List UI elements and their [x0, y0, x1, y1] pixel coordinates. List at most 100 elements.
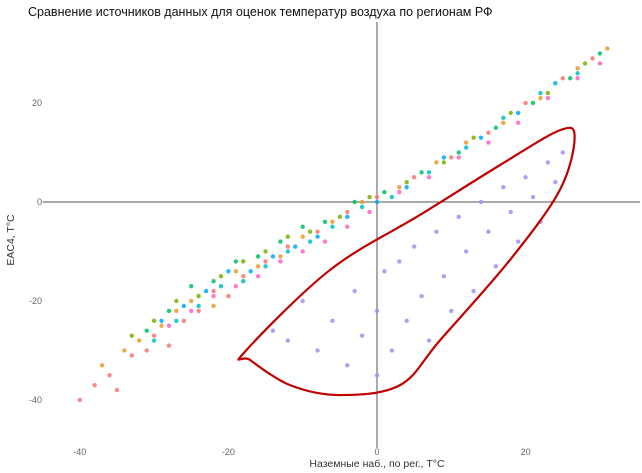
data-point — [174, 308, 179, 314]
data-point — [560, 76, 565, 81]
data-point — [166, 343, 172, 348]
y-axis-label: EAC4, T°C — [5, 214, 17, 266]
data-point — [181, 318, 187, 323]
data-point — [270, 328, 276, 333]
data-point — [196, 303, 201, 309]
data-point — [575, 71, 580, 76]
tick-labels: -40 -20 0 20 20 0 -20 -40 — [29, 98, 531, 457]
highlight-outline — [237, 126, 576, 397]
data-point — [434, 229, 439, 234]
data-point — [129, 333, 135, 338]
data-point — [330, 224, 335, 229]
data-point — [575, 66, 580, 71]
data-point — [553, 81, 558, 86]
data-point — [211, 293, 216, 299]
data-point — [382, 189, 387, 195]
data-point — [218, 283, 224, 289]
data-point — [597, 61, 603, 66]
data-point — [322, 239, 328, 244]
data-point — [300, 234, 305, 239]
data-point — [471, 288, 476, 294]
data-point — [560, 150, 565, 155]
data-point — [367, 209, 372, 215]
data-point — [545, 90, 551, 96]
data-point — [515, 110, 521, 116]
data-point — [278, 239, 283, 244]
data-point — [374, 373, 380, 378]
data-point — [189, 298, 194, 304]
data-point — [226, 293, 231, 299]
data-point — [478, 135, 484, 140]
data-point — [196, 308, 201, 314]
data-point — [189, 283, 194, 289]
data-point — [270, 254, 276, 259]
data-point — [389, 194, 395, 200]
data-point — [211, 279, 216, 284]
data-point — [300, 249, 305, 254]
data-point — [530, 100, 536, 106]
data-point — [456, 150, 461, 155]
data-point — [159, 323, 164, 328]
data-point — [330, 318, 335, 323]
data-point — [337, 214, 343, 220]
data-point — [345, 209, 350, 215]
data-point — [374, 199, 380, 205]
data-point — [352, 288, 357, 294]
data-point — [255, 254, 261, 259]
data-point — [397, 184, 402, 190]
points-layer — [77, 46, 610, 403]
data-point — [463, 145, 469, 150]
data-point — [449, 155, 454, 160]
data-point — [456, 155, 461, 160]
data-point — [196, 293, 201, 299]
chart-title: Сравнение источников данных для оценок т… — [28, 5, 493, 19]
data-point — [293, 244, 298, 249]
data-point — [241, 274, 246, 279]
data-point — [426, 170, 432, 175]
data-point — [471, 135, 476, 140]
data-point — [374, 308, 380, 314]
data-point — [203, 288, 209, 294]
data-point — [567, 76, 573, 81]
data-point — [359, 199, 365, 205]
data-point — [151, 338, 157, 343]
data-point — [545, 95, 551, 101]
data-point — [582, 61, 588, 66]
data-point — [486, 229, 491, 234]
data-point — [285, 244, 291, 249]
data-point — [122, 348, 127, 353]
data-point — [493, 125, 499, 130]
data-point — [404, 180, 409, 185]
data-point — [545, 160, 551, 165]
data-point — [359, 204, 365, 210]
data-point — [441, 160, 447, 165]
data-point — [374, 194, 380, 200]
data-point — [456, 214, 461, 220]
data-point — [255, 274, 261, 279]
data-point — [404, 318, 409, 323]
data-point — [285, 338, 291, 343]
data-point — [189, 308, 194, 314]
data-point — [426, 338, 432, 343]
data-point — [590, 56, 595, 61]
data-point — [411, 175, 417, 180]
data-point — [486, 130, 491, 135]
data-point — [389, 348, 395, 353]
data-point — [211, 303, 216, 309]
y-tick-label: -20 — [29, 296, 42, 306]
data-point — [345, 363, 350, 368]
data-point — [345, 224, 350, 229]
data-point — [382, 269, 387, 274]
data-point — [501, 115, 506, 121]
data-point — [107, 373, 112, 378]
data-point — [181, 303, 187, 309]
data-point — [501, 184, 506, 190]
data-point — [367, 194, 372, 200]
data-point — [151, 333, 157, 338]
data-point — [166, 308, 172, 314]
data-point — [315, 229, 320, 234]
data-point — [345, 214, 350, 220]
data-point — [285, 249, 291, 254]
x-tick-label: -40 — [73, 447, 86, 457]
